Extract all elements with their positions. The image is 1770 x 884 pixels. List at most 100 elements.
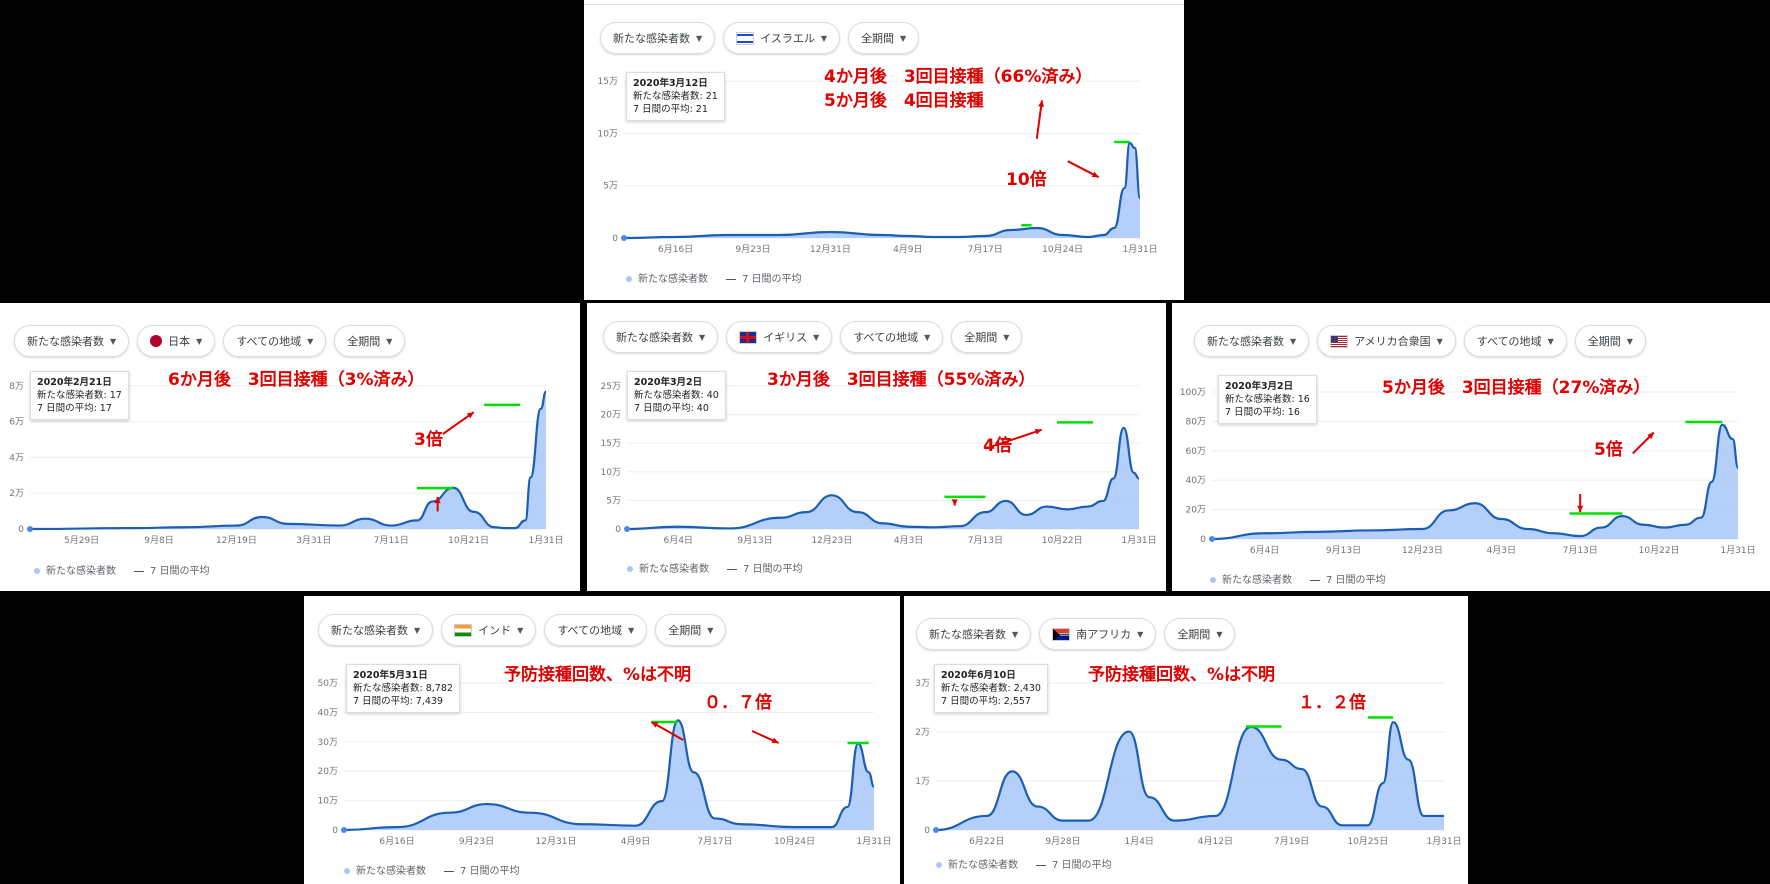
metric-dropdown[interactable]: 新たな感染者数 ▼ — [14, 325, 130, 357]
legend-cases: 新たな感染者数 — [1210, 571, 1292, 586]
tooltip-date: 2020年3月2日 — [634, 377, 703, 388]
chevron-down-icon: ▼ — [820, 33, 827, 43]
country-dropdown[interactable]: インド ▼ — [441, 614, 537, 646]
x-tick-label: 12月31日 — [536, 836, 577, 847]
cases-area — [1212, 424, 1738, 539]
controls: 新たな感染者数 ▼ アメリカ合衆国 ▼ すべての地域 ▼ 全期間 ▼ — [1194, 325, 1646, 357]
legend-cases-label: 新たな感染者数 — [1222, 575, 1292, 586]
tooltip-date: 2020年3月2日 — [1225, 381, 1294, 392]
x-tick-label: 7月17日 — [697, 836, 732, 847]
metric-dropdown[interactable]: 新たな感染者数 ▼ — [916, 618, 1032, 650]
divider — [584, 4, 1184, 5]
chevron-down-icon: ▼ — [1003, 332, 1010, 342]
annotation-ratio: ０．７倍 — [704, 693, 772, 713]
annotation-fourth-dose: 5か月後 4回目接種 — [824, 91, 984, 111]
country-dropdown[interactable]: イギリス ▼ — [726, 321, 833, 353]
y-tick-label: 2万 — [9, 489, 24, 499]
x-tick-label: 1月31日 — [1122, 244, 1157, 255]
tooltip-date: 2020年2月21日 — [37, 377, 112, 388]
metric-dropdown[interactable]: 新たな感染者数 ▼ — [318, 614, 434, 646]
cases-area — [936, 722, 1444, 830]
arrow-icon — [985, 428, 1043, 450]
x-tick-label: 6月4日 — [1250, 545, 1279, 556]
chevron-down-icon: ▼ — [1137, 629, 1144, 639]
start-point — [624, 526, 630, 532]
annotation-ratio: １．２倍 — [1298, 693, 1366, 713]
region-dropdown[interactable]: すべての地域 ▼ — [544, 614, 648, 646]
arrowhead-icon — [1038, 100, 1045, 108]
annotation-booster: 5か月後 3回目接種（27%済み） — [1382, 378, 1651, 398]
x-tick-label: 6月16日 — [658, 244, 693, 255]
period-dropdown[interactable]: 全期間 ▼ — [951, 321, 1023, 353]
y-tick-label: 25万 — [601, 382, 621, 392]
annotation-ratio: 3倍 — [414, 430, 443, 450]
avg-line — [29, 390, 548, 531]
region-dropdown[interactable]: すべての地域 ▼ — [1463, 325, 1567, 357]
tooltip-cases: 新たな感染者数: 17 — [37, 390, 122, 401]
chevron-down-icon: ▼ — [628, 625, 635, 635]
region-dropdown[interactable]: すべての地域 ▼ — [223, 325, 327, 357]
metric-dropdown[interactable]: 新たな感染者数 ▼ — [603, 321, 719, 353]
legend-cases-label: 新たな感染者数 — [639, 564, 709, 575]
arrowhead-icon — [1034, 428, 1042, 435]
period-dropdown[interactable]: 全期間 ▼ — [847, 22, 920, 54]
period-dropdown[interactable]: 全期間 ▼ — [1164, 618, 1236, 650]
legend-avg-label: 7 日間の平均 — [150, 566, 210, 577]
country-dropdown[interactable]: アメリカ合衆国 ▼ — [1317, 325, 1456, 357]
y-tick-label: 10万 — [318, 797, 338, 807]
x-tick-label: 10月22日 — [1042, 535, 1083, 546]
chart-svg: 0 5万 10万 15万 6月16日 9月23日 12月31日 4月9日 7月17日 10月24日… — [598, 77, 1158, 255]
x-tick-label: 4月3日 — [1487, 545, 1516, 556]
legend-cases: 新たな感染者数 — [344, 862, 426, 877]
chevron-down-icon: ▼ — [696, 33, 703, 43]
y-tick-label: 8万 — [9, 382, 24, 392]
x-tick-label: 5月29日 — [64, 535, 99, 546]
region-label: すべての地域 — [853, 331, 919, 344]
arrowhead-icon — [1577, 505, 1584, 512]
chevron-down-icon: ▼ — [414, 625, 421, 635]
panel-india: 新たな感染者数 ▼ インド ▼ すべての地域 ▼ 全期間 ▼ 0 10万 20万 30万 40万… — [304, 596, 900, 884]
x-tick-label: 4月9日 — [893, 244, 922, 255]
cases-area — [344, 720, 874, 830]
panel-japan: 新たな感染者数 ▼ 日本 ▼ すべての地域 ▼ 全期間 ▼ 0 2万 4万 6万 8万 5月29日… — [0, 303, 580, 591]
period-label: 全期間 — [964, 331, 998, 344]
y-tick-label: 40万 — [1186, 476, 1206, 486]
x-tick-label: 9月23日 — [735, 244, 770, 255]
legend-avg: 7 日間の平均 — [444, 862, 520, 877]
legend-avg: 7 日間の平均 — [726, 270, 802, 285]
arrow-icon — [1035, 100, 1043, 139]
y-tick-label: 0 — [332, 826, 338, 836]
chevron-down-icon: ▼ — [1436, 336, 1443, 346]
region-label: すべての地域 — [557, 624, 623, 637]
period-dropdown[interactable]: 全期間 ▼ — [1574, 325, 1646, 357]
region-dropdown[interactable]: すべての地域 ▼ — [840, 321, 944, 353]
legend: 新たな感染者数 7 日間の平均 — [936, 856, 1112, 871]
legend-cases-label: 新たな感染者数 — [638, 274, 708, 285]
tooltip: 2020年3月2日 新たな感染者数: 40 7 日間の平均: 40 — [627, 371, 726, 420]
tooltip: 2020年2月21日 新たな感染者数: 17 7 日間の平均: 17 — [30, 371, 129, 420]
cases-area — [624, 143, 1140, 238]
country-dropdown[interactable]: イスラエル ▼ — [723, 22, 840, 54]
x-tick-label: 10月24日 — [1042, 244, 1083, 255]
y-tick-label: 20万 — [318, 767, 338, 777]
tooltip: 2020年3月12日 新たな感染者数: 21 7 日間の平均: 21 — [626, 72, 725, 121]
period-dropdown[interactable]: 全期間 ▼ — [334, 325, 406, 357]
metric-dropdown[interactable]: 新たな感染者数 ▼ — [600, 22, 716, 54]
country-dropdown[interactable]: 南アフリカ ▼ — [1039, 618, 1157, 650]
region-label: すべての地域 — [236, 335, 302, 348]
country-dropdown[interactable]: 日本 ▼ — [137, 325, 216, 357]
dot-icon — [344, 868, 350, 874]
y-tick-label: 60万 — [1186, 447, 1206, 457]
legend: 新たな感染者数 7 日間の平均 — [627, 560, 803, 575]
tooltip-cases: 新たな感染者数: 8,782 — [353, 683, 453, 694]
chevron-down-icon: ▼ — [1290, 336, 1297, 346]
x-tick-label: 1月31日 — [1720, 545, 1755, 556]
uk-flag-icon — [739, 330, 758, 344]
period-dropdown[interactable]: 全期間 ▼ — [655, 614, 727, 646]
period-label: 全期間 — [347, 335, 381, 348]
start-point — [1209, 536, 1215, 542]
metric-dropdown[interactable]: 新たな感染者数 ▼ — [1194, 325, 1310, 357]
arrowhead-icon — [1091, 171, 1099, 178]
chevron-down-icon: ▼ — [699, 332, 706, 342]
arrowhead-icon — [466, 412, 474, 419]
